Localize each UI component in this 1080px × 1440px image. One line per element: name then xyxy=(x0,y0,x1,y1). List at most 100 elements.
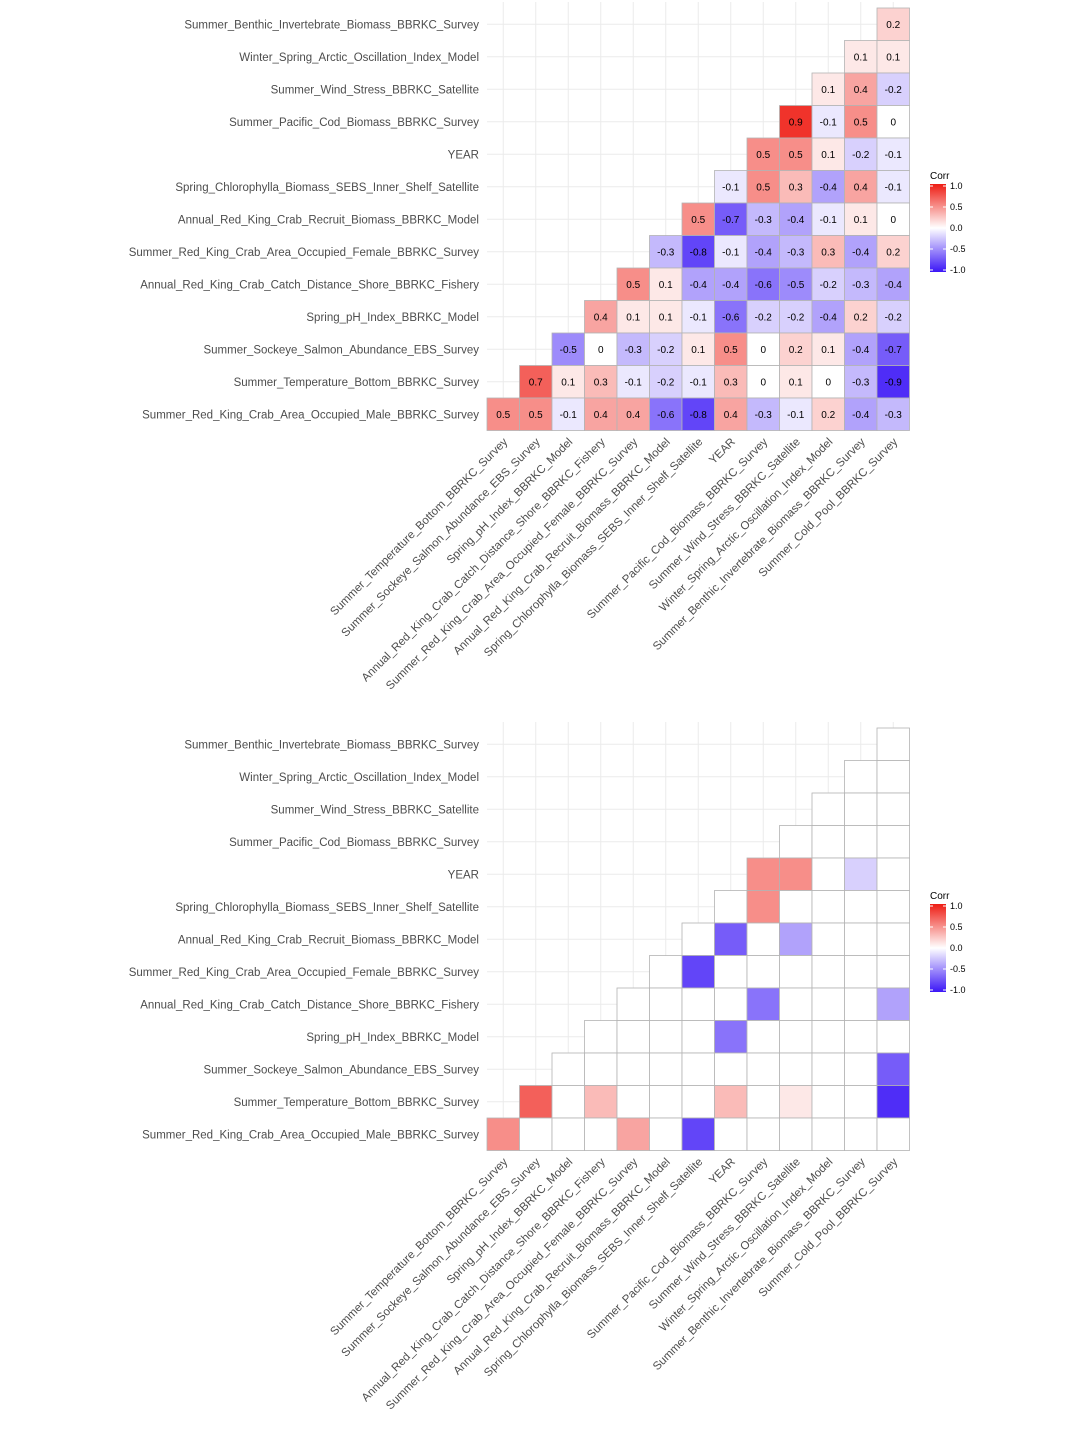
heatmap-cell xyxy=(844,365,878,399)
heatmap-cell xyxy=(519,397,553,431)
cell-value-label: -0.3 xyxy=(852,377,870,388)
heatmap-cell xyxy=(876,397,910,431)
cell-value-label: 0.1 xyxy=(789,377,803,388)
y-tick-label: Winter_Spring_Arctic_Oscillation_Index_M… xyxy=(239,52,479,64)
heatmap-cell xyxy=(876,760,910,794)
heatmap-cell xyxy=(714,397,748,431)
heatmap-cell xyxy=(779,365,813,399)
cell-value-label: -0.1 xyxy=(690,377,708,388)
cell-value-label: -0.2 xyxy=(787,312,805,323)
heatmap-cell xyxy=(681,235,715,269)
cell-value-label: -0.2 xyxy=(657,345,675,356)
heatmap-cell xyxy=(876,1052,910,1086)
cell-value-label: -0.4 xyxy=(820,182,838,193)
y-tick-label: Annual_Red_King_Crab_Recruit_Biomass_BBR… xyxy=(178,214,479,226)
cell-value-label: -0.9 xyxy=(885,377,903,388)
heatmap-cell xyxy=(844,987,878,1021)
heatmap-cell xyxy=(681,202,715,236)
legend-tick-label: 0.5 xyxy=(950,202,963,212)
heatmap-cell xyxy=(844,170,878,204)
y-tick-label: Spring_pH_Index_BBRKC_Model xyxy=(306,312,479,324)
y-tick-label: Spring_Chlorophylla_Biomass_SEBS_Inner_S… xyxy=(175,182,479,194)
heatmap-cell xyxy=(779,1020,813,1054)
cell-value-label: 0.2 xyxy=(789,345,803,356)
heatmap-cell xyxy=(811,397,845,431)
heatmap-cell xyxy=(746,1085,780,1119)
cell-value-label: 0.2 xyxy=(821,410,835,421)
heatmap-cell xyxy=(876,825,910,859)
y-tick-label: Summer_Red_King_Crab_Area_Occupied_Femal… xyxy=(129,247,480,259)
heatmap-cell xyxy=(714,1020,748,1054)
heatmap-cell xyxy=(811,922,845,956)
cell-value-label: 0.1 xyxy=(659,312,673,323)
cell-value-label: 0.5 xyxy=(789,150,803,161)
heatmap-cell xyxy=(779,300,813,334)
heatmap-cell xyxy=(714,300,748,334)
heatmap-cell xyxy=(779,1117,813,1151)
heatmap-cell xyxy=(844,857,878,891)
heatmap-cell xyxy=(649,267,683,301)
heatmap-cells xyxy=(486,727,910,1151)
cell-value-label: 0.5 xyxy=(626,280,640,291)
heatmap-cell xyxy=(844,1085,878,1119)
heatmap-cell xyxy=(584,397,618,431)
heatmap-cell xyxy=(811,1085,845,1119)
heatmap-cell xyxy=(681,1020,715,1054)
cell-value-label: -0.3 xyxy=(885,410,903,421)
x-tick-label: YEAR xyxy=(707,436,738,467)
cell-value-label: 0.4 xyxy=(724,410,738,421)
heatmap-cell xyxy=(779,1085,813,1119)
cell-value-label: 0.4 xyxy=(854,182,868,193)
cell-value-label: 0.1 xyxy=(854,215,868,226)
heatmap-cell xyxy=(844,760,878,794)
heatmap-cell xyxy=(746,1052,780,1086)
cell-value-label: 0.5 xyxy=(529,410,543,421)
heatmap-cell xyxy=(616,1085,650,1119)
heatmap-cell xyxy=(876,1020,910,1054)
cell-value-label: 0.1 xyxy=(854,52,868,63)
y-tick-label: Spring_Chlorophylla_Biomass_SEBS_Inner_S… xyxy=(175,902,479,914)
x-tick-label: Annual_Red_King_Crab_Catch_Distance_Shor… xyxy=(360,436,608,684)
heatmap-cell xyxy=(779,922,813,956)
heatmap-cell xyxy=(486,397,520,431)
heatmap-cell xyxy=(681,300,715,334)
heatmap-cell xyxy=(779,267,813,301)
cell-value-label: -0.2 xyxy=(657,377,675,388)
x-tick-label: Summer_Wind_Stress_BBRKC_Satellite xyxy=(647,1156,803,1312)
cell-value-label: 0.9 xyxy=(789,117,803,128)
cell-value-label: 0.1 xyxy=(691,345,705,356)
cell-value-label: -0.1 xyxy=(625,377,643,388)
cell-value-label: 0 xyxy=(760,345,766,356)
heatmap-cell xyxy=(876,72,910,106)
heatmap-cell xyxy=(649,1117,683,1151)
cell-value-label: 0 xyxy=(825,377,831,388)
heatmap-cell xyxy=(681,397,715,431)
legend-tick-label: 0.0 xyxy=(950,943,963,953)
heatmap-cell xyxy=(746,332,780,366)
heatmap-cell xyxy=(714,890,748,924)
cell-value-label: 0.2 xyxy=(886,247,900,258)
cell-value-label: -0.4 xyxy=(852,247,870,258)
heatmap-cell xyxy=(876,890,910,924)
heatmap-cell xyxy=(779,955,813,989)
y-tick-label: YEAR xyxy=(448,149,479,161)
cell-value-label: 0.5 xyxy=(854,117,868,128)
cell-value-label: -0.5 xyxy=(560,345,578,356)
cell-value-label: 0.1 xyxy=(821,85,835,96)
heatmap-cell xyxy=(551,1052,585,1086)
cell-value-label: -0.3 xyxy=(657,247,675,258)
heatmap-cell xyxy=(844,137,878,171)
heatmap-cell xyxy=(876,332,910,366)
legend-tick-label: -1.0 xyxy=(950,265,966,275)
cell-value-label: 0.3 xyxy=(789,182,803,193)
cell-value-label: -0.6 xyxy=(755,280,773,291)
cell-value-label: 0.1 xyxy=(626,312,640,323)
heatmap-cell xyxy=(844,105,878,139)
heatmap-cell xyxy=(811,137,845,171)
y-tick-label: Summer_Sockeye_Salmon_Abundance_EBS_Surv… xyxy=(203,1064,479,1076)
heatmap-cell xyxy=(584,332,618,366)
heatmap-cell xyxy=(714,267,748,301)
legend-tick-label: 1.0 xyxy=(950,901,963,911)
heatmap-cell xyxy=(844,1117,878,1151)
